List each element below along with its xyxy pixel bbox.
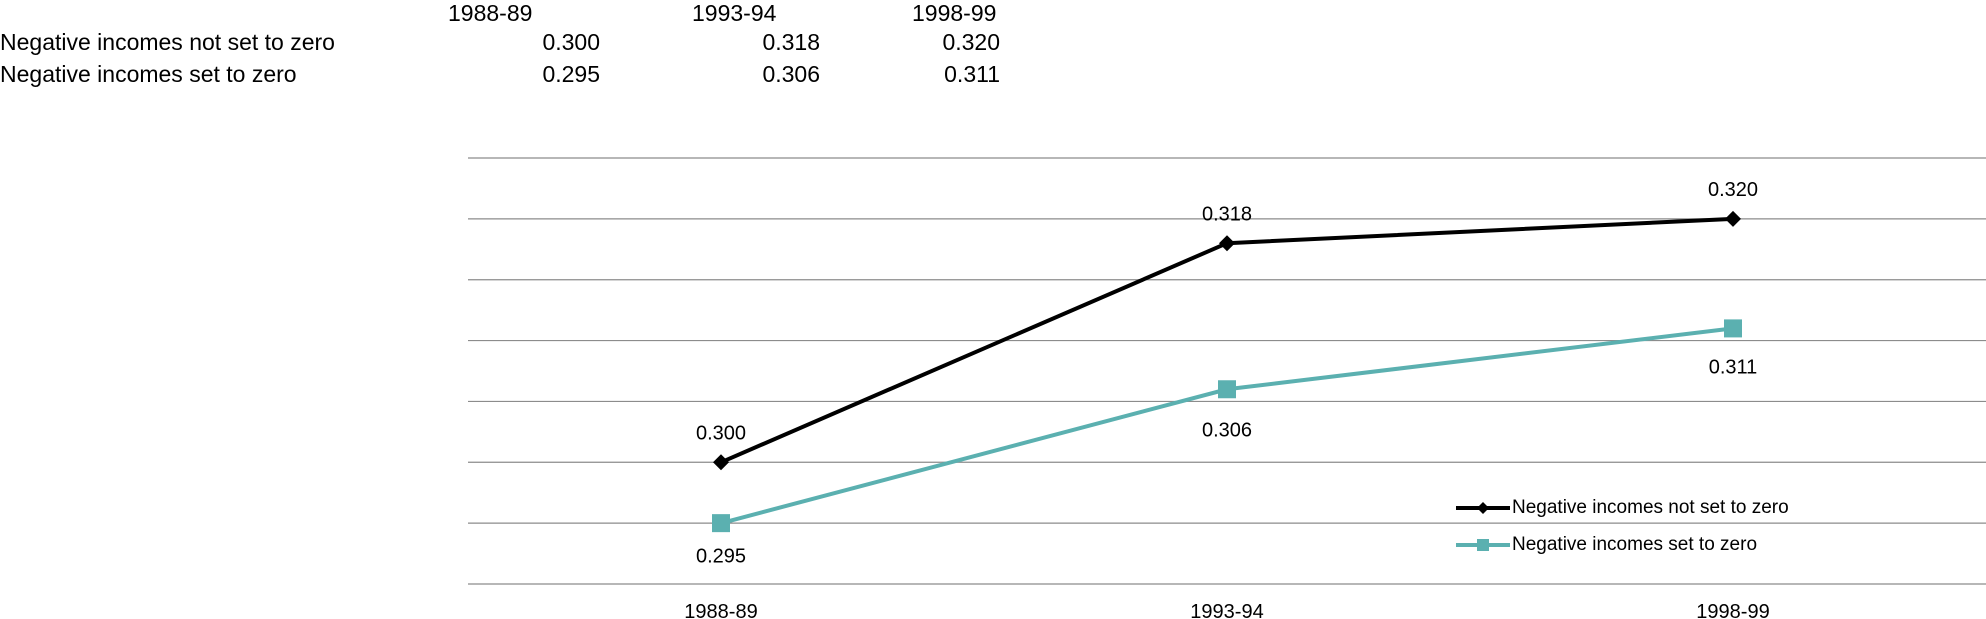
data-label: 0.311 (1709, 357, 1758, 379)
table-header-1: 1988-89 (448, 0, 533, 26)
data-point (1725, 210, 1741, 227)
table-row-2-value-2: 0.306 (762, 61, 820, 87)
data-point (1724, 319, 1742, 338)
table-row-1-value-1: 0.300 (542, 29, 600, 55)
legend-entry: Negative incomes set to zero (1512, 534, 1757, 555)
x-tick-label: 1988-89 (684, 601, 757, 619)
legend-marker (1477, 502, 1489, 514)
table-row-1-value-3: 0.320 (942, 29, 1000, 55)
data-label: 0.295 (696, 545, 746, 567)
table-row-1-label: Negative incomes not set to zero (0, 29, 335, 55)
data-point (713, 454, 729, 471)
table-header-2: 1993-94 (692, 0, 777, 26)
x-tick-label: 1993-94 (1190, 601, 1263, 619)
data-point (712, 514, 730, 533)
data-label: 0.318 (1202, 203, 1252, 225)
table-row-2-value-3: 0.311 (944, 61, 1000, 87)
table-row-2-value-1: 0.295 (542, 61, 600, 87)
legend-entry: Negative incomes not set to zero (1512, 497, 1789, 518)
table-header-3: 1998-99 (912, 0, 997, 26)
table-row-1-value-2: 0.318 (762, 29, 820, 55)
x-tick-label: 1998-99 (1696, 601, 1769, 619)
data-label: 0.306 (1202, 420, 1252, 442)
data-label: 0.300 (696, 423, 746, 445)
legend-marker (1477, 539, 1489, 551)
table-row-2-label: Negative incomes set to zero (0, 61, 297, 87)
data-point (1218, 380, 1236, 399)
data-point (1219, 235, 1235, 252)
data-label: 0.320 (1708, 179, 1758, 201)
